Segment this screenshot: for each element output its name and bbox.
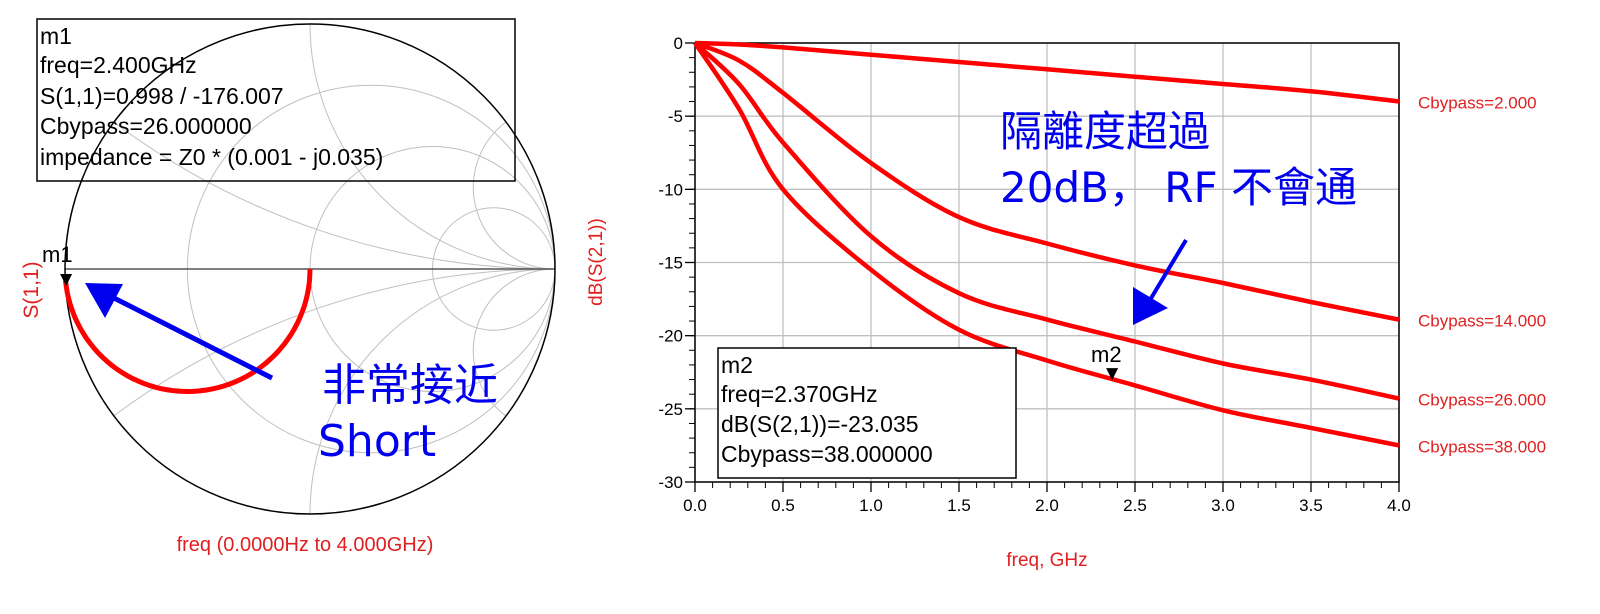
x-tick-label: 1.0	[859, 496, 883, 515]
m2-line: dB(S(2,1))=-23.035	[721, 411, 919, 437]
m1-marker-triangle	[60, 274, 73, 287]
m1-line: impedance = Z0 * (0.001 - j0.035)	[40, 144, 383, 170]
s11-trace	[63, 268, 313, 395]
y-tick-label: -10	[658, 180, 683, 199]
x-tick-label: 2.0	[1035, 496, 1059, 515]
m2-line: m2	[721, 352, 753, 378]
smith-reactance-arc	[309, 23, 556, 270]
smith-reactance-arc	[113, 268, 556, 417]
x-tick-label: 3.5	[1299, 496, 1323, 515]
series-label: Cbypass=38.000	[1418, 437, 1546, 456]
m2-line: Cbypass=38.000000	[721, 441, 933, 467]
smith-reactance-arc	[472, 121, 556, 270]
smith-annotation-line2: Short	[318, 416, 436, 467]
series-label: Cbypass=14.000	[1418, 312, 1546, 331]
m1-marker-box[interactable]: m1 freq=2.400GHz S(1,1)=0.998 / -176.007…	[36, 18, 516, 182]
y-tick-label: -25	[658, 400, 683, 419]
x-tick-label: 4.0	[1387, 496, 1411, 515]
y-tick-label: -15	[658, 254, 683, 273]
x-tick-label: 1.5	[947, 496, 971, 515]
smith-reactance-arc	[309, 268, 556, 515]
s21-annotation-line2: 20dB， RF 不會通	[1000, 163, 1357, 212]
series-label: Cbypass=2.000	[1418, 94, 1537, 113]
smith-x-label: freq (0.0000Hz to 4.000GHz)	[177, 534, 434, 556]
y-tick-label: -30	[658, 473, 683, 492]
x-tick-label: 3.0	[1211, 496, 1235, 515]
x-tick-label: 0.5	[771, 496, 795, 515]
x-tick-label: 2.5	[1123, 496, 1147, 515]
m2-marker-triangle	[1106, 368, 1119, 381]
smith-outer-circle	[64, 23, 556, 515]
plot-frame	[694, 42, 1400, 483]
smith-annotation-line1: 非常接近	[322, 360, 498, 411]
s21-annotation-line1: 隔離度超過	[1000, 107, 1210, 156]
s21-x-label: freq, GHz	[1006, 550, 1087, 571]
smith-grid	[113, 23, 556, 515]
series-line	[694, 40, 1400, 104]
m1-line: Cbypass=26.000000	[40, 113, 252, 139]
series-label: Cbypass=26.000	[1418, 391, 1546, 410]
m2-marker-box[interactable]: m2 freq=2.370GHz dB(S(2,1))=-23.035 Cbyp…	[717, 347, 1017, 479]
smith-reactance-arc	[472, 268, 556, 417]
series-line	[694, 40, 1400, 322]
smith-reactance-arc	[113, 121, 556, 270]
smith-y-label: S(1,1)	[20, 261, 43, 318]
y-tick-label: -20	[658, 327, 683, 346]
y-tick-label: 0	[674, 34, 683, 53]
y-tick-label: -5	[668, 107, 683, 126]
s21-annotation-arrow	[1133, 238, 1188, 325]
m1-line: S(1,1)=0.998 / -176.007	[40, 83, 284, 109]
m1-line: m1	[40, 23, 72, 49]
s21-line-chart: 0.0 0.5 1.0 1.5 2.0 2.5 3.0 3.5 4.0 0 -5 -10 -15 -20 -…	[658, 34, 1546, 515]
m1-marker-label: m1	[42, 242, 73, 267]
smith-annotation-arrow	[85, 283, 274, 381]
m2-line: freq=2.370GHz	[721, 381, 878, 407]
series-line	[693, 41, 1400, 448]
s21-y-label: dB(S(2,1))	[586, 218, 607, 306]
smith-chart	[60, 23, 556, 515]
series-line	[693, 41, 1400, 401]
x-tick-label: 0.0	[683, 496, 707, 515]
m1-line: freq=2.400GHz	[40, 52, 197, 78]
m2-marker-label: m2	[1091, 342, 1122, 367]
